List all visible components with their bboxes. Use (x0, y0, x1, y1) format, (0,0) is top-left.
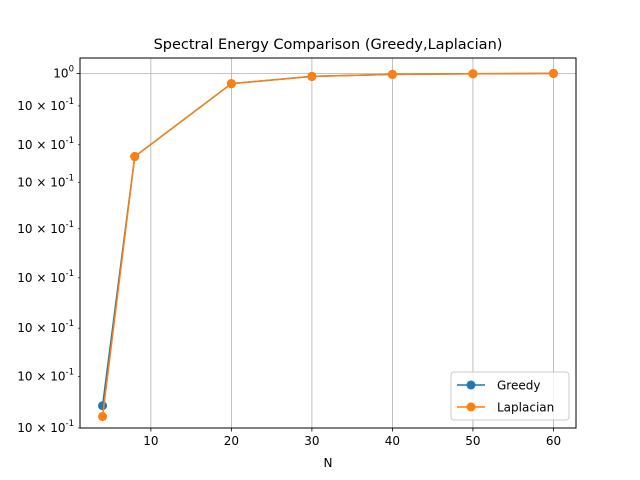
legend-entry-greedy: Greedy (457, 379, 540, 393)
x-axis-ticks: 10 20 30 40 50 60 (143, 428, 561, 448)
legend: Greedy Laplacian (450, 371, 570, 421)
x-tick-label: 10 (143, 434, 158, 448)
data-point-laplacian (226, 79, 236, 89)
y-tick-label: 10 × 10-1 (17, 97, 74, 113)
data-point-laplacian (130, 152, 140, 162)
series-layer (98, 68, 558, 422)
data-point-laplacian (468, 69, 478, 79)
data-point-laplacian (387, 69, 397, 79)
data-point-laplacian (98, 412, 108, 422)
x-axis-label: N (324, 456, 333, 470)
data-point-laplacian (548, 68, 558, 78)
chart-title: Spectral Energy Comparison (Greedy,Lapla… (154, 37, 503, 53)
data-point-laplacian (307, 71, 317, 81)
legend-box (450, 371, 570, 421)
y-tick-label: 10 × 10-1 (17, 269, 74, 285)
x-tick-label: 60 (546, 434, 561, 448)
x-tick-label: 40 (385, 434, 400, 448)
legend-label-laplacian: Laplacian (497, 401, 554, 415)
y-tick-label: 10 × 10-1 (17, 220, 74, 236)
x-tick-label: 50 (465, 434, 480, 448)
plot-area-frame (79, 57, 577, 429)
x-tick-label: 30 (304, 434, 319, 448)
y-tick-label: 10 × 10-1 (17, 419, 74, 435)
y-tick-label: 10 × 10-1 (17, 367, 74, 383)
y-tick-label: 10 × 10-1 (17, 319, 74, 335)
legend-marker-laplacian (466, 402, 476, 412)
y-tick-label: 10 × 10-1 (17, 136, 74, 152)
legend-entry-laplacian: Laplacian (457, 401, 554, 415)
data-point-greedy (98, 401, 108, 411)
y-tick-label: 10 × 10-1 (17, 173, 74, 189)
x-tick-label: 20 (224, 434, 239, 448)
legend-label-greedy: Greedy (497, 379, 540, 393)
legend-marker-greedy (466, 380, 476, 390)
